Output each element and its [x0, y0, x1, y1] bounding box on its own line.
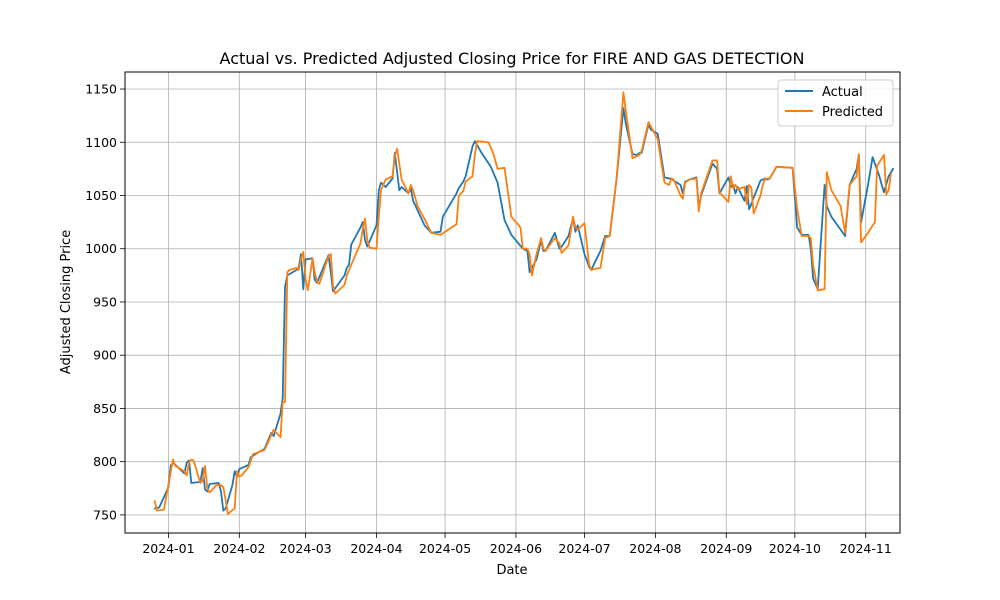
y-tick-label: 950	[93, 294, 117, 309]
x-tick-label: 2024-09	[700, 541, 752, 556]
y-tick-label: 750	[93, 507, 117, 522]
x-tick-label: 2024-03	[279, 541, 331, 556]
y-tick-label: 1150	[85, 82, 117, 97]
y-tick-label: 850	[93, 401, 117, 416]
series-lines	[153, 91, 894, 515]
x-axis-ticks: 2024-01 2024-02 2024-03 2024-04 2024-05 2024-…	[142, 533, 892, 556]
x-tick-label: 2024-06	[490, 541, 542, 556]
x-tick-label: 2024-01	[142, 541, 194, 556]
y-tick-label: 1100	[85, 135, 117, 150]
y-tick-label: 1000	[85, 241, 117, 256]
x-tick-label: 2024-07	[558, 541, 610, 556]
legend-label-predicted: Predicted	[822, 105, 883, 120]
x-tick-label: 2024-04	[350, 541, 402, 556]
series-line-predicted	[153, 91, 892, 515]
y-axis-label: Adjusted Closing Price	[59, 230, 74, 374]
plot-frame	[124, 71, 901, 534]
x-tick-label: 2024-05	[419, 541, 471, 556]
x-tick-label: 2024-08	[629, 541, 681, 556]
y-tick-label: 900	[93, 348, 117, 363]
y-axis-ticks: 750 800 850 900 950 1000 1050 1100 1150	[85, 82, 125, 522]
x-tick-label: 2024-10	[769, 541, 821, 556]
x-tick-label: 2024-02	[213, 541, 265, 556]
series-line-actual	[153, 107, 894, 512]
legend-label-actual: Actual	[822, 85, 863, 100]
chart-title: Actual vs. Predicted Adjusted Closing Pr…	[220, 49, 805, 68]
y-tick-label: 800	[93, 454, 117, 469]
grid	[125, 72, 900, 533]
y-tick-label: 1050	[85, 188, 117, 203]
legend: Actual Predicted	[777, 79, 894, 127]
x-tick-label: 2024-11	[840, 541, 892, 556]
x-axis-label: Date	[496, 563, 527, 578]
